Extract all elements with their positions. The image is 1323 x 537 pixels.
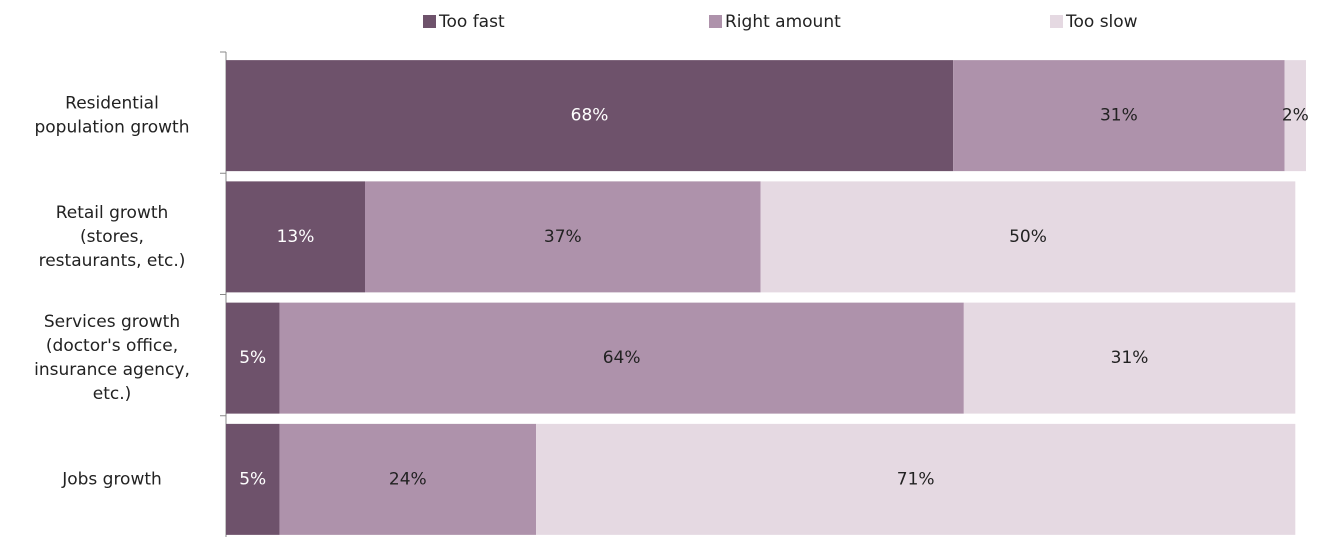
category-label: Retail growth bbox=[56, 203, 169, 223]
bar-segment bbox=[279, 423, 537, 535]
value-label: 31% bbox=[1111, 348, 1149, 368]
value-label: 64% bbox=[603, 348, 641, 368]
value-label: 71% bbox=[897, 469, 935, 489]
legend-swatch bbox=[423, 15, 436, 28]
value-label: 5% bbox=[239, 469, 266, 489]
value-label: 13% bbox=[277, 227, 315, 247]
category-label: restaurants, etc.) bbox=[39, 251, 186, 271]
value-label: 31% bbox=[1100, 106, 1138, 126]
value-label: 68% bbox=[571, 106, 609, 126]
value-label: 50% bbox=[1009, 227, 1047, 247]
category-label: Residential bbox=[65, 94, 159, 114]
value-label: 2% bbox=[1282, 106, 1309, 126]
bar-segment bbox=[226, 423, 280, 535]
category-label: insurance agency, bbox=[34, 360, 190, 380]
category-label: etc.) bbox=[93, 384, 132, 404]
bar-segment bbox=[226, 60, 954, 172]
legend-swatch bbox=[1050, 15, 1063, 28]
bar-segment bbox=[226, 181, 366, 293]
bar-segment bbox=[760, 181, 1296, 293]
bar-segment bbox=[963, 302, 1296, 414]
value-label: 24% bbox=[389, 469, 427, 489]
bar-segment bbox=[365, 181, 761, 293]
category-label: population growth bbox=[34, 118, 189, 138]
bar-segment bbox=[1284, 60, 1306, 172]
category-label: (doctor's office, bbox=[46, 336, 178, 356]
bar-segment bbox=[536, 423, 1296, 535]
bar-segment bbox=[279, 302, 964, 414]
value-label: 5% bbox=[239, 348, 266, 368]
legend-label: Too slow bbox=[1065, 12, 1138, 32]
category-label: (stores, bbox=[80, 227, 144, 247]
bar-segment bbox=[953, 60, 1285, 172]
bar-segment bbox=[226, 302, 280, 414]
legend-swatch bbox=[709, 15, 722, 28]
category-label: Jobs growth bbox=[61, 469, 162, 489]
value-label: 37% bbox=[544, 227, 582, 247]
category-label: Services growth bbox=[44, 312, 180, 332]
legend-label: Right amount bbox=[725, 12, 841, 32]
legend-label: Too fast bbox=[438, 12, 505, 32]
